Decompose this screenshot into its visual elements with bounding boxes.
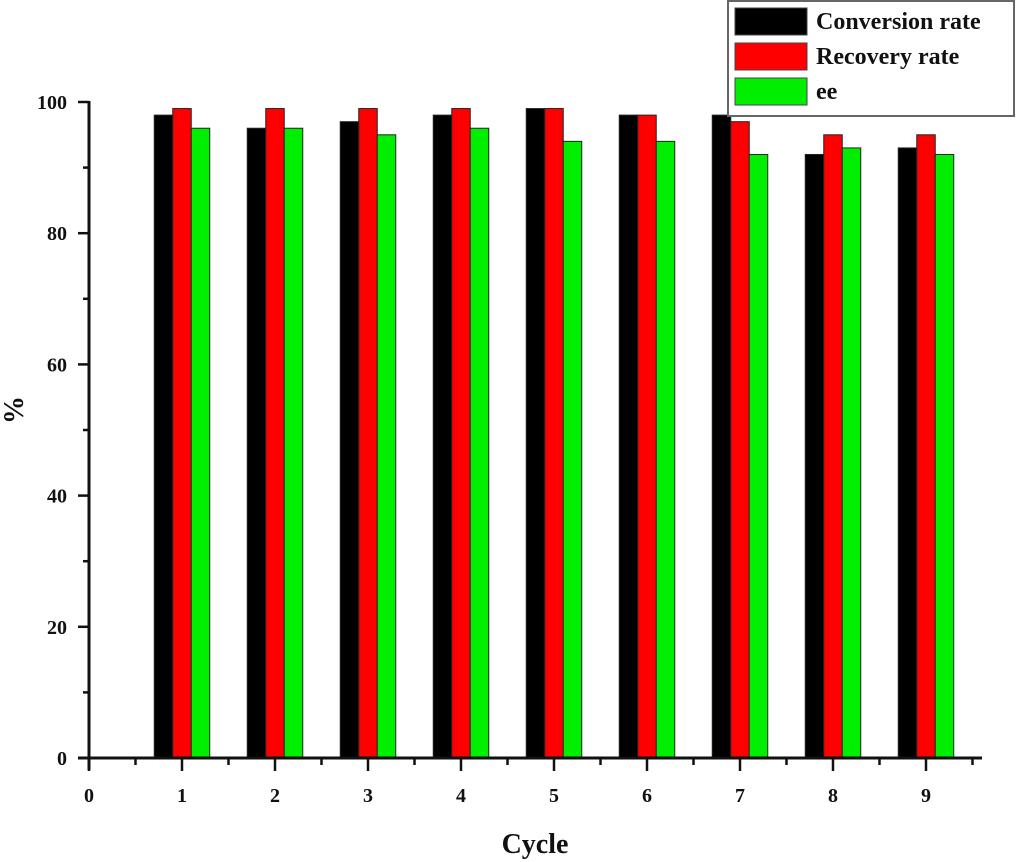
- y-tick-label: 20: [47, 617, 67, 639]
- x-ticks-group: 0 1 2 3 4 5 6 7 8 9: [84, 758, 974, 807]
- x-tick-label: 0: [84, 785, 94, 807]
- bar-ee-cycle-1: [190, 127, 211, 759]
- bar-ee-cycle-9: [934, 153, 955, 759]
- x-tick-label: 7: [735, 785, 745, 807]
- bar-conversion-rate-cycle-9: [897, 147, 918, 759]
- bar-ee-cycle-8: [841, 147, 862, 759]
- bar-conversion-rate-cycle-1: [153, 114, 174, 759]
- y-tick-label: 40: [47, 486, 67, 508]
- bar-conversion-rate-cycle-8: [804, 153, 825, 759]
- bar-recovery-rate-cycle-9: [916, 134, 936, 759]
- x-tick-label: 6: [642, 785, 652, 807]
- bar-ee-cycle-3: [376, 134, 397, 759]
- bar-conversion-rate-cycle-6: [618, 114, 639, 759]
- bar-conversion-rate-cycle-3: [339, 121, 360, 759]
- bar-ee-cycle-2: [283, 127, 304, 759]
- legend-swatch-conversion-rate: [734, 7, 808, 36]
- bar-recovery-rate-cycle-8: [823, 134, 843, 759]
- bar-ee-cycle-4: [469, 127, 490, 759]
- bar-conversion-rate-cycle-5: [525, 108, 546, 759]
- bar-ee-cycle-5: [562, 140, 583, 759]
- bar-recovery-rate-cycle-5: [544, 108, 564, 759]
- bar-conversion-rate-cycle-2: [246, 127, 267, 759]
- x-tick-label: 1: [177, 785, 187, 807]
- bar-recovery-rate-cycle-1: [172, 108, 192, 759]
- bar-conversion-rate-cycle-7: [711, 114, 732, 759]
- legend: Conversion rate Recovery rate ee: [727, 0, 1015, 117]
- bar-recovery-rate-cycle-2: [265, 108, 285, 759]
- bar-recovery-rate-cycle-7: [730, 121, 750, 759]
- x-axis-title: Cycle: [502, 829, 569, 860]
- bar-recovery-rate-cycle-3: [358, 108, 378, 759]
- x-tick-label: 2: [270, 785, 280, 807]
- legend-label: Recovery rate: [816, 44, 960, 70]
- y-ticks-group: 0 20 40 60 80 100: [37, 92, 89, 770]
- y-tick-label: 60: [47, 354, 67, 376]
- legend-label: ee: [816, 79, 838, 105]
- x-tick-label: 5: [549, 785, 559, 807]
- bar-recovery-rate-cycle-4: [451, 108, 471, 759]
- bar-conversion-rate-cycle-4: [432, 114, 453, 759]
- bar-ee-cycle-6: [655, 140, 676, 759]
- legend-label: Conversion rate: [816, 9, 981, 35]
- x-tick-label: 3: [363, 785, 373, 807]
- x-tick-label: 8: [828, 785, 838, 807]
- legend-swatch-ee: [734, 77, 808, 106]
- y-axis-title: %: [0, 396, 30, 424]
- legend-swatch-recovery-rate: [734, 42, 808, 71]
- y-tick-label: 100: [37, 92, 67, 114]
- y-tick-label: 0: [57, 748, 67, 770]
- x-tick-label: 4: [456, 785, 466, 807]
- bar-ee-cycle-7: [748, 153, 769, 759]
- bars-group: [153, 108, 955, 759]
- x-tick-label: 9: [921, 785, 931, 807]
- y-tick-label: 80: [47, 223, 67, 245]
- bar-recovery-rate-cycle-6: [637, 114, 657, 759]
